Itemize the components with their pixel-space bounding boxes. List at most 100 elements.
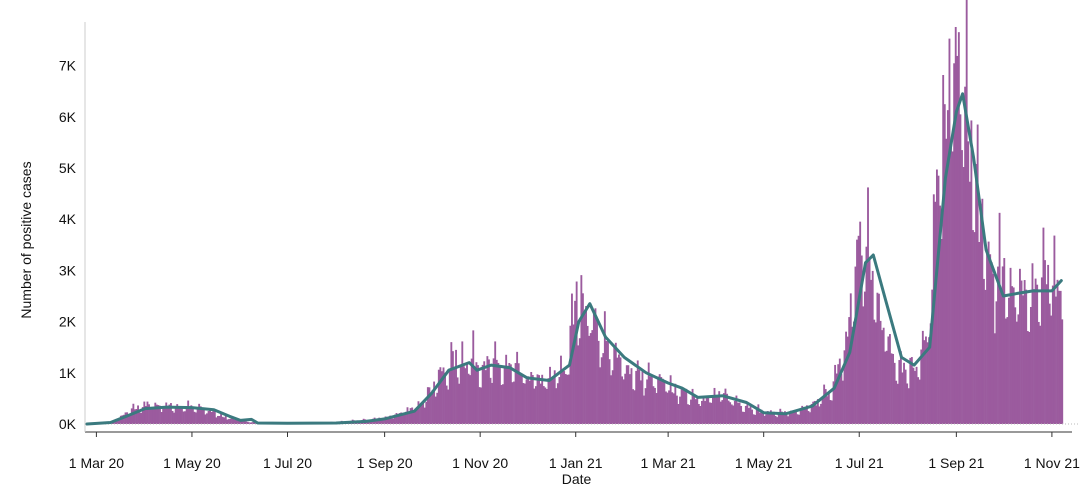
daily-bar	[923, 340, 926, 424]
daily-bar	[431, 390, 434, 424]
y-tick-label: 6K	[59, 109, 77, 125]
daily-bar	[666, 392, 669, 424]
daily-bar	[249, 422, 252, 424]
daily-bar	[766, 411, 769, 424]
daily-bar	[647, 362, 650, 424]
daily-bar	[680, 388, 683, 424]
daily-bar	[845, 331, 848, 424]
daily-bar	[624, 373, 627, 424]
daily-bar	[632, 389, 634, 424]
daily-bar	[522, 383, 525, 424]
daily-bar	[483, 361, 486, 424]
daily-bar	[889, 334, 891, 424]
daily-bar	[762, 412, 764, 424]
daily-bar	[184, 411, 186, 424]
daily-bar	[456, 377, 459, 424]
daily-bar	[561, 371, 564, 424]
daily-bar	[409, 408, 412, 424]
daily-bar	[240, 420, 243, 424]
daily-bar	[758, 412, 761, 424]
daily-bar	[910, 357, 913, 424]
y-axis-ticks: 0K 1K 2K 3K 4K 5K 6K 7K	[59, 58, 77, 432]
daily-bar	[190, 405, 193, 424]
daily-bar	[899, 351, 902, 424]
daily-bar	[223, 417, 226, 424]
daily-bar	[1034, 278, 1037, 424]
daily-bar	[793, 410, 796, 424]
daily-bar	[536, 374, 539, 424]
daily-bar	[400, 412, 403, 424]
daily-bar	[711, 396, 714, 424]
daily-bar	[414, 408, 417, 424]
daily-bar	[896, 383, 899, 424]
daily-bar	[607, 339, 609, 424]
daily-bar	[408, 413, 410, 424]
daily-bar	[227, 419, 230, 424]
daily-bar	[992, 273, 995, 424]
daily-bar	[246, 421, 249, 424]
daily-bar	[191, 406, 194, 424]
daily-bar	[569, 325, 572, 424]
daily-bar	[174, 406, 177, 424]
daily-bar	[450, 342, 453, 424]
daily-bar	[199, 406, 202, 424]
daily-bar	[682, 388, 685, 424]
daily-bar	[818, 406, 821, 424]
daily-bar	[846, 336, 849, 424]
daily-bar	[253, 421, 255, 424]
daily-bar	[848, 317, 851, 424]
daily-bar	[196, 408, 199, 424]
x-tick-label: 1 Mar 21	[641, 455, 696, 471]
daily-bar	[964, 86, 967, 424]
daily-bar	[641, 369, 644, 424]
daily-bar	[639, 380, 642, 424]
x-axis-title: Date	[562, 471, 592, 487]
daily-bar	[671, 392, 674, 424]
daily-bar	[934, 201, 937, 424]
daily-bar	[1006, 317, 1009, 424]
daily-bar	[997, 266, 999, 424]
daily-bar	[816, 399, 819, 424]
daily-bar	[613, 346, 616, 424]
daily-bar	[237, 420, 240, 424]
daily-bar	[403, 414, 406, 424]
daily-bar	[566, 374, 569, 424]
daily-bar	[580, 275, 583, 424]
daily-bar	[752, 414, 755, 424]
daily-bar	[990, 262, 993, 424]
daily-bar	[198, 403, 201, 424]
daily-bar	[976, 124, 979, 425]
daily-bar	[171, 410, 174, 424]
daily-bar	[1017, 314, 1020, 424]
daily-bar	[815, 405, 818, 424]
daily-bar	[234, 419, 237, 424]
daily-bar	[1028, 331, 1031, 424]
daily-bar	[840, 373, 843, 424]
daily-bar	[368, 420, 371, 424]
daily-bar	[1037, 321, 1040, 424]
daily-bar	[998, 212, 1001, 424]
daily-bar	[1051, 285, 1054, 424]
daily-bar	[556, 383, 559, 424]
daily-bar	[213, 411, 216, 424]
x-axis-ticks: 1 Mar 20 1 May 20 1 Jul 20 1 Sep 20 1 Nov 20…	[69, 432, 1080, 471]
daily-bar	[1009, 267, 1012, 424]
daily-bar	[605, 341, 608, 424]
daily-bar	[807, 411, 810, 424]
daily-bar	[426, 387, 429, 424]
daily-bar	[776, 417, 779, 424]
daily-bar	[458, 383, 461, 424]
daily-bar	[384, 416, 387, 424]
daily-bar	[769, 410, 772, 424]
daily-bar	[564, 374, 567, 424]
daily-bar	[940, 238, 943, 424]
daily-bar	[973, 232, 976, 424]
axes	[84, 22, 1080, 433]
daily-bar	[884, 351, 887, 424]
daily-bar	[907, 388, 910, 424]
daily-bar	[1000, 287, 1003, 424]
daily-bar	[451, 351, 454, 424]
daily-bar	[592, 312, 595, 424]
daily-bar	[489, 377, 492, 424]
daily-bar	[746, 402, 749, 424]
